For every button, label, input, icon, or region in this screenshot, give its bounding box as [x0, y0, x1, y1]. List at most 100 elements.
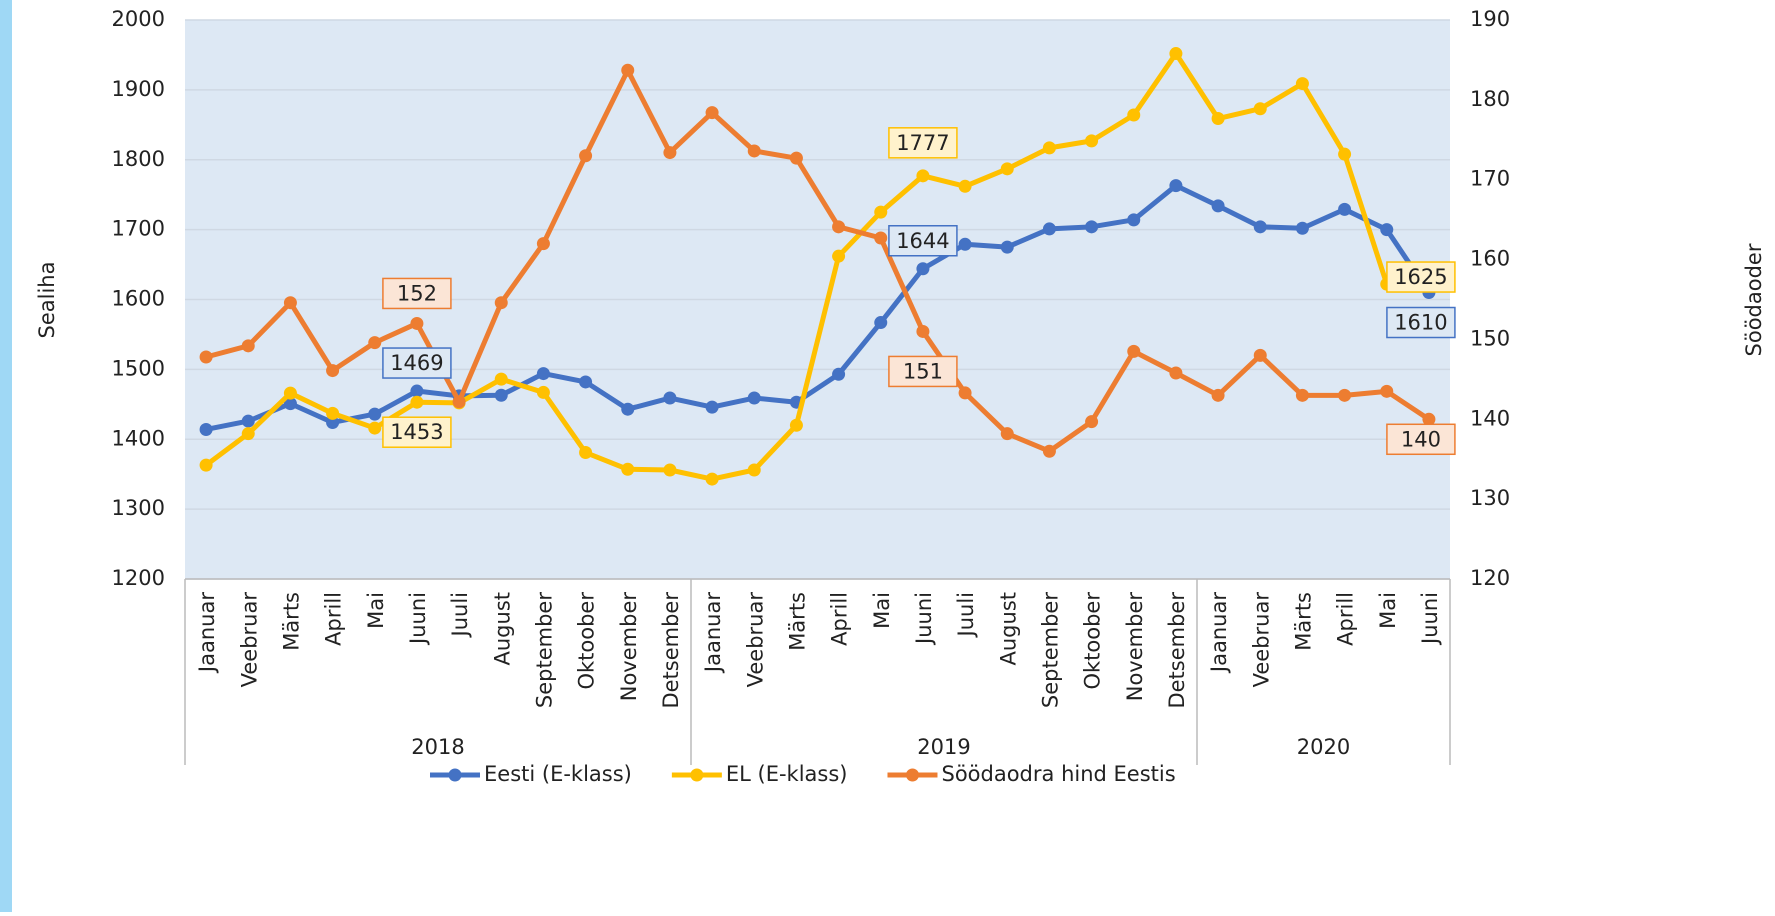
- data-label: 1625: [1394, 265, 1447, 289]
- x-tick-label: Juuni: [912, 592, 936, 646]
- y-axis-label: Sealiha: [35, 262, 59, 339]
- side-strip: [0, 0, 12, 912]
- series-point: [1253, 348, 1267, 362]
- series-point: [1042, 444, 1056, 458]
- series-point: [663, 391, 677, 405]
- data-label: 152: [397, 281, 437, 305]
- data-label: 151: [903, 359, 943, 383]
- series-point: [789, 418, 803, 432]
- series-point: [705, 472, 719, 486]
- data-label: 1453: [390, 420, 443, 444]
- series-point: [536, 367, 550, 381]
- x-tick-label: August: [996, 592, 1020, 666]
- series-point: [199, 458, 213, 472]
- series-point: [663, 146, 677, 160]
- series-line: [204, 51, 1430, 482]
- series-point: [199, 422, 213, 436]
- y2-tick-label: 130: [1470, 486, 1510, 510]
- y-tick-label: 1600: [112, 287, 165, 311]
- series-point: [916, 324, 930, 338]
- x-tick-label: Juuni: [1418, 592, 1442, 646]
- series-point: [1338, 147, 1352, 161]
- series-point: [1000, 162, 1014, 176]
- y2-tick-label: 190: [1470, 7, 1510, 31]
- series-point: [1127, 213, 1141, 227]
- y2-tick-label: 150: [1470, 326, 1510, 350]
- series-point: [747, 463, 761, 477]
- x-group-label: 2019: [917, 735, 970, 759]
- x-tick-label: Mai: [1376, 592, 1400, 629]
- x-tick-label: Jaanuar: [1207, 592, 1231, 674]
- series-point: [199, 350, 213, 364]
- y2-axis-label: Söödaoder: [1742, 243, 1766, 356]
- series-point: [874, 205, 888, 219]
- series-line: [205, 183, 1431, 432]
- data-label: 1469: [390, 351, 443, 375]
- x-tick-label: November: [1123, 592, 1147, 702]
- series-point: [1127, 344, 1141, 358]
- x-group-label: 2018: [411, 735, 464, 759]
- series-point: [241, 339, 255, 353]
- series-point: [621, 63, 635, 77]
- y-tick-label: 1200: [112, 566, 165, 590]
- x-tick-label: Veebruar: [743, 592, 767, 688]
- x-tick-label: Jaanuar: [701, 592, 725, 674]
- x-tick-label: Märts: [1291, 592, 1315, 651]
- series-point: [958, 237, 972, 251]
- y2-tick-label: 140: [1470, 406, 1510, 430]
- data-label: 1644: [896, 229, 949, 253]
- legend-label: Eesti (E-klass): [484, 762, 632, 786]
- x-tick-label: Juuli: [448, 592, 472, 638]
- series-point: [1211, 388, 1225, 402]
- series-point: [452, 395, 466, 409]
- legend-label: Söödaodra hind Eestis: [941, 762, 1175, 786]
- series-point: [621, 462, 635, 476]
- series-point: [916, 169, 930, 183]
- series-point: [621, 402, 635, 416]
- x-tick-label: September: [532, 592, 556, 708]
- series-point: [747, 391, 761, 405]
- series-point: [283, 386, 297, 400]
- x-tick-label: Jaanuar: [195, 592, 219, 674]
- series-point: [1000, 240, 1014, 254]
- series-point: [536, 385, 550, 399]
- legend-marker: [905, 768, 919, 782]
- x-tick-label: Oktoober: [1081, 592, 1105, 690]
- series-point: [747, 144, 761, 158]
- legend-label: EL (E-klass): [726, 762, 848, 786]
- series-point: [326, 364, 340, 378]
- series-point: [1169, 366, 1183, 380]
- series-line: [205, 67, 1431, 454]
- series-point: [1169, 179, 1183, 193]
- series-point: [789, 151, 803, 165]
- series-point: [1085, 415, 1099, 429]
- y2-tick-label: 120: [1470, 566, 1510, 590]
- series-point: [958, 386, 972, 400]
- data-label-box: [1386, 261, 1456, 293]
- series-point: [1338, 202, 1352, 216]
- data-label-box: [382, 347, 452, 379]
- series-point: [1211, 199, 1225, 213]
- y-tick-label: 2000: [112, 7, 165, 31]
- series-point: [241, 427, 255, 441]
- series-point: [874, 316, 888, 330]
- series-point: [1042, 222, 1056, 236]
- series-point: [326, 406, 340, 420]
- series-point: [832, 249, 846, 263]
- series-point: [1422, 412, 1436, 426]
- data-label: 1610: [1394, 311, 1447, 335]
- x-tick-label: Oktoober: [575, 592, 599, 690]
- y2-tick-label: 160: [1470, 247, 1510, 271]
- y-tick-label: 1700: [112, 217, 165, 241]
- series-point: [1085, 220, 1099, 234]
- series-point: [494, 388, 508, 402]
- series-point: [1295, 77, 1309, 91]
- x-tick-label: Aprill: [322, 592, 346, 646]
- data-label: 140: [1401, 427, 1441, 451]
- series-point: [832, 367, 846, 381]
- data-label-box: [888, 225, 958, 257]
- series-point: [1085, 134, 1099, 148]
- series-point: [536, 237, 550, 251]
- x-tick-label: Detsember: [659, 592, 683, 709]
